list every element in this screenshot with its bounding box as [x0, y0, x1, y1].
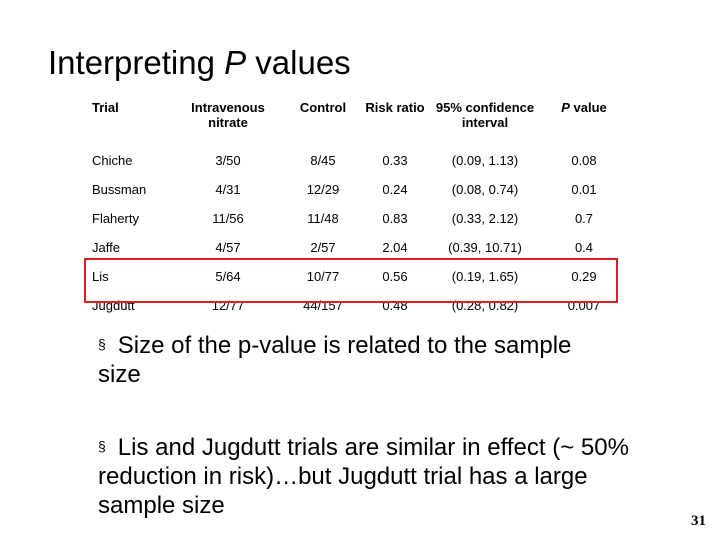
table-row: Jaffe 4/57 2/57 2.04 (0.39, 10.71) 0.4 [84, 233, 624, 262]
cell-risk-ratio: 0.56 [382, 269, 408, 284]
cell-trial: Chiche [92, 153, 133, 168]
table-header-row: Trial Intravenous nitrate Control Risk r… [84, 100, 624, 146]
bullet-sample-size: § Size of the p-value is related to the s… [98, 330, 578, 389]
cell-intravenous: 3/50 [215, 153, 241, 168]
table-row: Chiche 3/50 8/45 0.33 (0.09, 1.13) 0.08 [84, 146, 624, 175]
bullet-text: Size of the p-value is related to the sa… [98, 332, 572, 388]
cell-intravenous: 11/56 [212, 211, 244, 226]
bullet-lis-jugdutt: § Lis and Jugdutt trials are similar in e… [98, 432, 658, 520]
cell-risk-ratio: 0.24 [382, 182, 408, 197]
cell-control: 11/48 [307, 211, 339, 226]
header-control: Control [299, 100, 347, 115]
cell-ci: (0.08, 0.74) [451, 182, 519, 197]
cell-ci: (0.09, 1.13) [451, 153, 519, 168]
bullet-marker: § [98, 438, 106, 454]
cell-p-value: 0.29 [571, 269, 597, 284]
cell-ci: (0.19, 1.65) [451, 269, 519, 284]
cell-intravenous: 4/57 [215, 240, 241, 255]
cell-risk-ratio: 0.83 [382, 211, 408, 226]
cell-trial: Bussman [92, 182, 147, 197]
cell-intravenous: 4/31 [215, 182, 241, 197]
cell-p-value: 0.7 [574, 211, 594, 226]
cell-p-value: 0.4 [574, 240, 594, 255]
header-intravenous-nitrate: Intravenous nitrate [191, 100, 265, 130]
header-risk-ratio: Risk ratio [365, 100, 425, 115]
bullet-text: Lis and Jugdutt trials are similar in ef… [98, 434, 629, 519]
cell-control: 2/57 [310, 240, 336, 255]
table-row: Lis 5/64 10/77 0.56 (0.19, 1.65) 0.29 [84, 262, 624, 291]
slide-title: Interpreting P values [48, 44, 351, 81]
header-p-value: P value [561, 100, 607, 115]
trials-table: Trial Intravenous nitrate Control Risk r… [84, 100, 624, 320]
cell-p-value: 0.08 [571, 153, 597, 168]
cell-risk-ratio: 2.04 [382, 240, 408, 255]
page-number: 31 [691, 513, 706, 529]
header-confidence-interval: 95% confidence interval [435, 100, 535, 130]
table-row: Flaherty 11/56 11/48 0.83 (0.33, 2.12) 0… [84, 204, 624, 233]
highlight-box [84, 258, 618, 303]
cell-control: 10/77 [306, 269, 340, 284]
cell-trial: Jaffe [92, 240, 120, 255]
bullet-marker: § [98, 336, 106, 352]
cell-trial: Flaherty [92, 211, 139, 226]
cell-control: 8/45 [310, 153, 336, 168]
cell-ci: (0.39, 10.71) [448, 240, 522, 255]
cell-ci: (0.33, 2.12) [451, 211, 519, 226]
cell-p-value: 0.01 [571, 182, 597, 197]
cell-trial: Lis [92, 269, 109, 284]
cell-control: 12/29 [306, 182, 340, 197]
table-row: Bussman 4/31 12/29 0.24 (0.08, 0.74) 0.0… [84, 175, 624, 204]
cell-intravenous: 5/64 [215, 269, 241, 284]
cell-risk-ratio: 0.33 [382, 153, 408, 168]
header-trial: Trial [92, 100, 119, 115]
